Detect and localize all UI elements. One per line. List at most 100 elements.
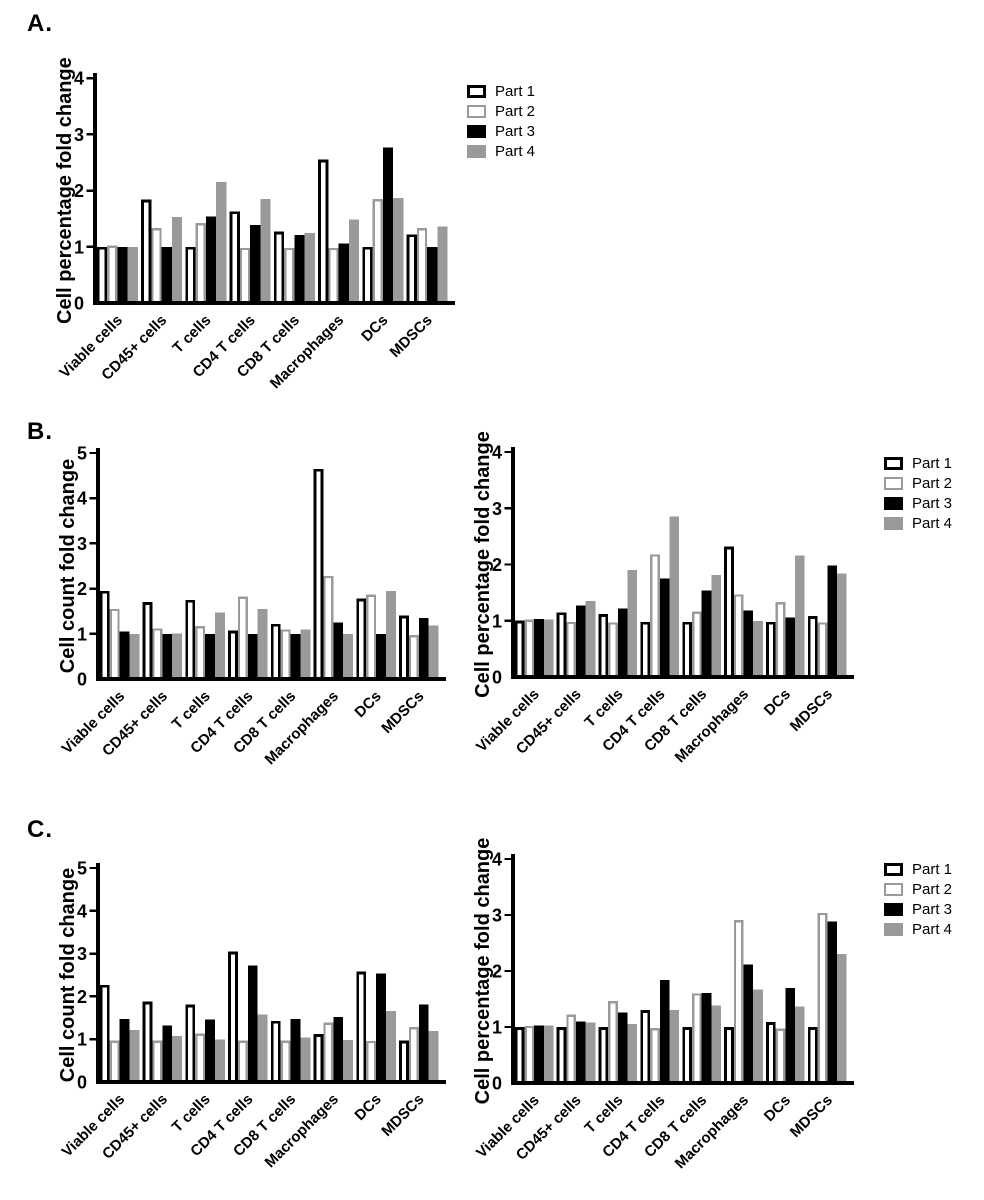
y-tick-label: 4 xyxy=(74,69,84,89)
bar xyxy=(280,1040,291,1084)
bar xyxy=(366,594,377,681)
bar xyxy=(428,625,439,679)
bar xyxy=(300,1037,311,1082)
bar xyxy=(376,973,386,1082)
bar xyxy=(152,1040,163,1084)
bar xyxy=(576,605,586,677)
bar xyxy=(333,622,344,679)
legend-item: Part 4 xyxy=(884,922,952,937)
y-tick-label: 4 xyxy=(77,489,87,509)
bar xyxy=(775,602,786,679)
bar xyxy=(348,219,360,303)
bar xyxy=(247,965,258,1082)
bar xyxy=(627,570,638,678)
bar xyxy=(237,596,248,681)
bar xyxy=(817,912,828,1085)
bar xyxy=(701,992,712,1083)
legend-label: Part 4 xyxy=(912,515,953,532)
bar xyxy=(284,247,295,305)
bar xyxy=(701,590,712,678)
bar xyxy=(250,224,261,303)
y-tick-label: 1 xyxy=(492,611,502,631)
bar xyxy=(107,245,118,305)
bar xyxy=(171,217,183,303)
bar xyxy=(323,575,334,681)
x-category-label: MDSCs xyxy=(787,686,836,735)
bar xyxy=(270,1020,281,1084)
bar xyxy=(99,984,110,1084)
bar xyxy=(836,573,847,677)
bar xyxy=(659,979,670,1083)
bar xyxy=(323,1022,334,1084)
bar xyxy=(418,617,429,679)
bar xyxy=(775,1028,786,1085)
legend-label: Part 4 xyxy=(495,143,536,160)
bar xyxy=(543,1025,554,1083)
y-tick-label: 0 xyxy=(77,1073,87,1093)
bar xyxy=(385,590,396,679)
panel-b-label: B. xyxy=(27,418,53,445)
bar xyxy=(205,216,217,303)
bar xyxy=(682,1026,692,1085)
bar xyxy=(372,199,383,305)
legend-label: Part 1 xyxy=(912,455,953,472)
bar xyxy=(214,1039,225,1082)
legend-swatch-part-1 xyxy=(884,863,903,876)
bar xyxy=(185,246,196,305)
legend-label: Part 3 xyxy=(495,123,536,140)
bar xyxy=(753,620,763,677)
panel-a-label: A. xyxy=(27,10,53,37)
y-tick-label: 3 xyxy=(492,499,502,519)
bar xyxy=(785,617,796,678)
bar xyxy=(376,633,386,679)
x-category-label: Macrophages xyxy=(672,686,752,766)
bar xyxy=(247,633,258,679)
bar xyxy=(228,951,238,1084)
x-category-label: DCs xyxy=(358,312,391,345)
legend-item: Part 3 xyxy=(467,123,536,140)
panel-a-legend: Part 1 Part 2 Part 3 Part 4 xyxy=(467,84,536,160)
bar xyxy=(356,598,367,681)
y-tick-label: 0 xyxy=(74,294,84,314)
y-tick-label: 3 xyxy=(74,125,84,145)
y-tick-label: 0 xyxy=(492,1074,502,1094)
bar xyxy=(743,610,754,678)
legend-swatch-part-2 xyxy=(884,477,903,490)
bar xyxy=(162,1025,173,1082)
legend-item: Part 4 xyxy=(467,143,536,160)
legend-swatch-part-3 xyxy=(884,903,903,916)
bar xyxy=(598,1026,609,1085)
y-tick-label: 3 xyxy=(492,906,502,926)
bar xyxy=(399,615,409,681)
bar xyxy=(566,621,577,679)
y-tick-label: 5 xyxy=(77,444,87,464)
bar xyxy=(627,1024,638,1083)
bar xyxy=(270,623,281,681)
y-axis-title: Cell count fold change xyxy=(57,459,79,673)
bar xyxy=(119,1019,130,1082)
panel-c-label: C. xyxy=(27,816,53,843)
bar xyxy=(576,1021,586,1083)
bar xyxy=(598,613,609,679)
bar xyxy=(142,602,153,681)
legend-swatch-part-4 xyxy=(884,517,903,530)
legend-swatch-part-1 xyxy=(467,85,486,98)
bar xyxy=(393,197,404,303)
legend-label: Part 3 xyxy=(912,495,953,512)
x-category-label: Macrophages xyxy=(262,1091,342,1171)
y-tick-label: 2 xyxy=(492,555,502,575)
bar xyxy=(827,921,837,1083)
legend-swatch-part-3 xyxy=(884,497,903,510)
bar xyxy=(669,1010,680,1083)
bar xyxy=(817,622,828,679)
x-category-label: DCs xyxy=(351,688,384,721)
bar xyxy=(795,1006,805,1083)
bar xyxy=(273,231,285,305)
bar xyxy=(205,1019,215,1082)
bar xyxy=(691,993,702,1085)
bar xyxy=(366,1040,377,1084)
y-tick-label: 0 xyxy=(77,670,87,690)
